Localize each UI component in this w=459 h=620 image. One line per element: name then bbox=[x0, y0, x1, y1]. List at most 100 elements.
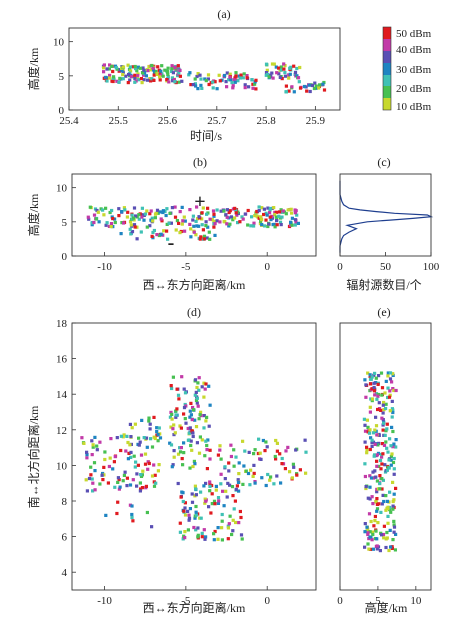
pd-pts-point bbox=[257, 437, 261, 441]
pa-pts-point bbox=[223, 73, 227, 78]
pd-ticks-ytick-label: 18 bbox=[56, 318, 68, 330]
pe-pts-point bbox=[381, 428, 385, 432]
pd-pts-point bbox=[228, 483, 232, 487]
pb-pts-point bbox=[218, 220, 222, 224]
pd-pts-point bbox=[268, 478, 272, 482]
panel-c-ticks: 0 50 100 bbox=[337, 252, 440, 273]
pb-pts-point bbox=[140, 215, 144, 219]
pa-pts-point bbox=[126, 81, 130, 85]
pb-pts-point bbox=[275, 219, 279, 223]
pd-pts-point bbox=[220, 538, 224, 542]
pa-pts-point bbox=[224, 80, 228, 84]
pa-pts-point bbox=[247, 85, 251, 89]
pe-pts-point bbox=[376, 521, 380, 525]
pe-pts-point bbox=[391, 460, 396, 465]
pd-pts-point bbox=[171, 375, 175, 379]
pd-pts-point bbox=[204, 499, 208, 503]
pd-pts-point bbox=[216, 537, 220, 541]
pe-pts-point bbox=[384, 440, 388, 444]
pd-pts-point bbox=[138, 489, 142, 493]
pb-pts-point bbox=[191, 218, 195, 222]
pd-pts-point bbox=[226, 481, 230, 485]
pd-pts-point bbox=[143, 452, 148, 456]
pd-pts-point bbox=[190, 492, 194, 496]
pd-pts-point bbox=[95, 448, 99, 452]
pd-pts-point bbox=[187, 431, 191, 435]
pb-pts-point bbox=[212, 214, 216, 218]
pd-pts-point bbox=[170, 417, 174, 421]
pd-pts-point bbox=[158, 436, 163, 440]
pb-pts-point bbox=[104, 223, 108, 227]
pe-pts-point bbox=[380, 386, 385, 390]
pb-pts-point bbox=[262, 207, 266, 211]
pd-pts-point bbox=[252, 463, 256, 467]
pb-pts-point bbox=[269, 218, 273, 222]
pe-pts-point bbox=[391, 372, 395, 376]
pa-pts-point bbox=[147, 64, 151, 69]
pb-pts-point bbox=[201, 228, 205, 232]
pe-pts-point bbox=[376, 407, 380, 412]
pe-pts-point bbox=[365, 451, 369, 455]
pa-pts-point bbox=[242, 72, 246, 76]
pd-pts-point bbox=[239, 533, 244, 537]
pd-pts-point bbox=[89, 473, 93, 477]
pd-pts-point bbox=[192, 408, 196, 412]
pb-pts-point bbox=[137, 213, 141, 217]
pd-pts-point bbox=[194, 390, 198, 394]
pd-pts-point bbox=[210, 483, 214, 488]
pa-pts-point bbox=[239, 73, 243, 77]
pd-pts-point bbox=[234, 520, 238, 525]
pe-pts-point bbox=[386, 395, 390, 400]
pa-pts-point bbox=[254, 78, 258, 82]
pd-pts-point bbox=[147, 416, 151, 420]
pd-pts-point bbox=[256, 451, 260, 456]
pd-pts-point bbox=[292, 465, 296, 469]
pa-pts-point bbox=[297, 80, 301, 84]
pa-pts-point bbox=[196, 87, 200, 91]
pd-pts-point bbox=[189, 439, 193, 443]
pd-pts-point bbox=[183, 530, 187, 534]
pd-pts-point bbox=[101, 478, 105, 482]
pe-pts-point bbox=[392, 530, 396, 534]
pe-pts-point bbox=[389, 454, 393, 458]
panel-c-xlabel: 辐射源数目/个 bbox=[346, 277, 421, 292]
colorbar-label-2: 30 dBm bbox=[396, 64, 432, 76]
pb-pts-point bbox=[194, 233, 198, 237]
pd-pts-point bbox=[172, 433, 176, 437]
pb-pts-point bbox=[197, 224, 201, 228]
pc-ticks-xtick-label: 0 bbox=[337, 261, 343, 273]
pa-pts-point bbox=[152, 68, 156, 72]
pd-pts-point bbox=[260, 476, 264, 480]
pb-pts-point bbox=[119, 232, 123, 236]
pd-pts-point bbox=[288, 470, 292, 474]
pe-pts-point bbox=[375, 459, 379, 463]
pa-ticks-ytick-label: 0 bbox=[59, 105, 65, 117]
pa-pts-point bbox=[154, 69, 158, 73]
pe-pts-point bbox=[370, 495, 374, 499]
pd-pts-point bbox=[91, 481, 95, 485]
pe-pts-point bbox=[394, 445, 398, 449]
pb-pts-point bbox=[243, 212, 247, 216]
pe-pts-point bbox=[390, 380, 394, 384]
pb-pts-point bbox=[260, 206, 264, 210]
pe-pts-point bbox=[363, 440, 367, 444]
pa-pts-point bbox=[129, 74, 133, 79]
pd-pts-point bbox=[233, 499, 237, 503]
pd-pts-point bbox=[196, 526, 200, 530]
pa-pts-point bbox=[295, 74, 299, 78]
pa-pts-point bbox=[178, 74, 182, 78]
pe-pts-point bbox=[369, 476, 374, 480]
pb-pts-point bbox=[202, 237, 206, 241]
panel-c-histogram-line bbox=[339, 180, 434, 253]
pb-pts-point bbox=[295, 213, 299, 217]
pd-pts-point bbox=[214, 484, 218, 488]
pd-pts-point bbox=[192, 459, 196, 463]
pb-pts-point bbox=[228, 209, 232, 213]
pa-pts-point bbox=[150, 63, 154, 68]
pb-pts-point bbox=[191, 214, 195, 218]
pe-pts-point bbox=[389, 444, 393, 448]
pb-pts-point bbox=[228, 222, 232, 226]
panel-a-ylabel: 高度/km bbox=[26, 47, 41, 90]
pd-pts-point bbox=[200, 385, 204, 389]
panel-e-ticks: 0 5 10 bbox=[337, 586, 422, 607]
